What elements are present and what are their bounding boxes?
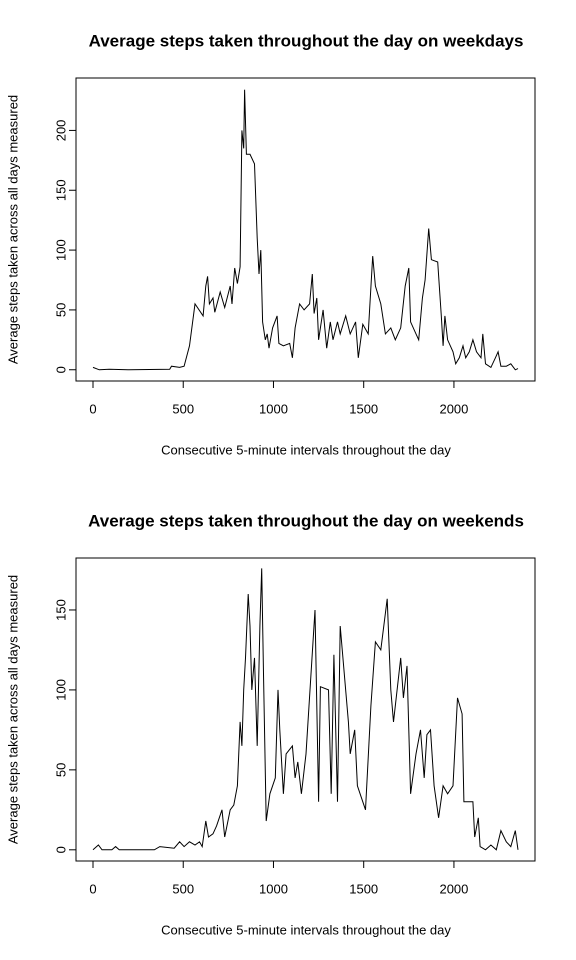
x-tick-label: 1000	[259, 401, 288, 416]
x-tick-label: 0	[89, 401, 96, 416]
y-axis-label: Average steps taken across all days meas…	[5, 95, 20, 364]
x-tick-label: 2000	[439, 401, 468, 416]
y-tick-label: 50	[53, 763, 68, 777]
plot-box	[75, 557, 536, 862]
x-tick-label: 2000	[439, 881, 468, 896]
y-tick-label: 150	[53, 599, 68, 621]
x-tick-label: 0	[89, 881, 96, 896]
y-tick-label: 150	[53, 179, 68, 201]
data-line	[92, 568, 519, 851]
y-tick-label: 100	[53, 239, 68, 261]
x-axis-label: Consecutive 5-minute intervals throughou…	[161, 442, 451, 457]
plot-box	[75, 77, 536, 382]
chart-title: Average steps taken throughout the day o…	[89, 31, 524, 50]
x-axis-label: Consecutive 5-minute intervals throughou…	[161, 922, 451, 937]
y-tick-label: 200	[53, 120, 68, 142]
x-tick-label: 500	[172, 881, 194, 896]
y-tick-label: 0	[53, 366, 68, 373]
x-tick-label: 1500	[349, 401, 378, 416]
x-tick-label: 500	[172, 401, 194, 416]
x-tick-label: 1500	[349, 881, 378, 896]
y-tick-label: 100	[53, 679, 68, 701]
x-tick-label: 1000	[259, 881, 288, 896]
data-line	[92, 89, 519, 371]
chart-title: Average steps taken throughout the day o…	[88, 511, 524, 530]
y-tick-label: 50	[53, 303, 68, 317]
y-tick-label: 0	[53, 846, 68, 853]
y-axis-label: Average steps taken across all days meas…	[5, 575, 20, 844]
